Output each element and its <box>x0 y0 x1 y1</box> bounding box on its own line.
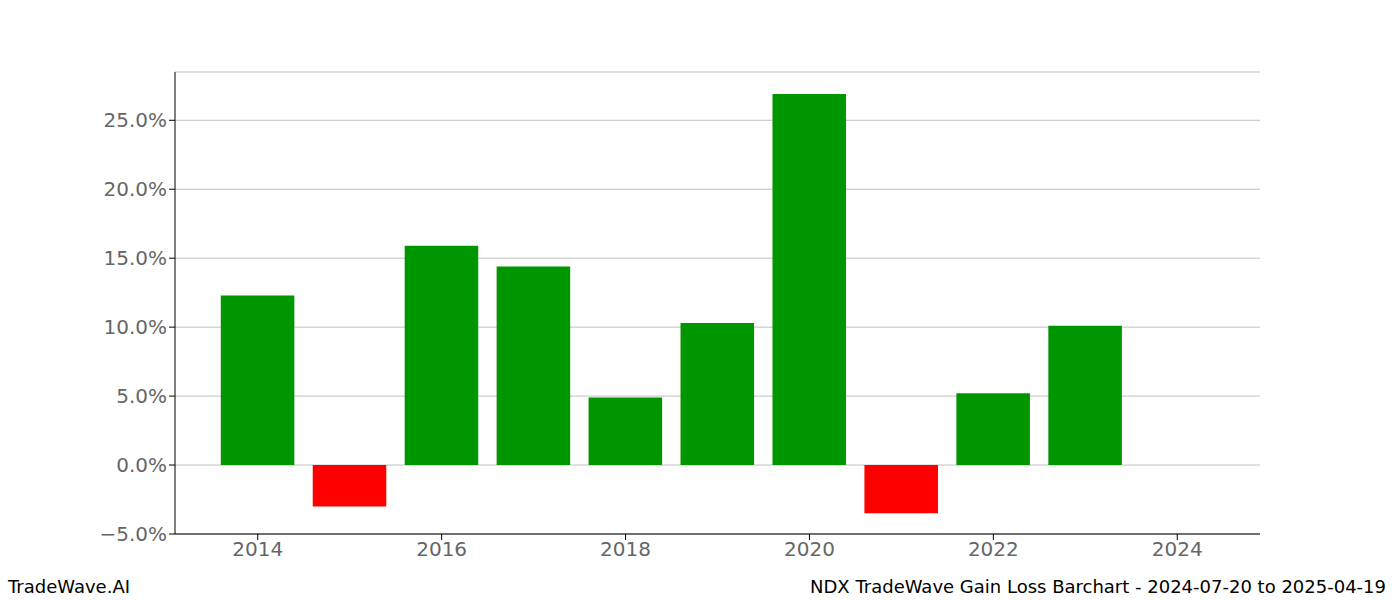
svg-text:2014: 2014 <box>232 537 283 561</box>
svg-text:10.0%: 10.0% <box>103 315 167 339</box>
html-text:NDX TradeWave Gain Loss Barcha: NDX TradeWave Gain Loss Barchart - 2024-… <box>810 576 1386 597</box>
svg-text:15.0%: 15.0% <box>103 246 167 270</box>
svg-text:2016: 2016 <box>416 537 467 561</box>
svg-text:2018: 2018 <box>600 537 651 561</box>
svg-text:2020: 2020 <box>784 537 835 561</box>
svg-text:−5.0%: −5.0% <box>99 522 167 546</box>
svg-text:2022: 2022 <box>968 537 1019 561</box>
svg-text:25.0%: 25.0% <box>103 108 167 132</box>
svg-text:5.0%: 5.0% <box>116 384 167 408</box>
html-text:TradeWave.AI: TradeWave.AI <box>8 576 130 597</box>
svg-text:0.0%: 0.0% <box>116 453 167 477</box>
svg-text:20.0%: 20.0% <box>103 177 167 201</box>
svg-text:2024: 2024 <box>1152 537 1203 561</box>
